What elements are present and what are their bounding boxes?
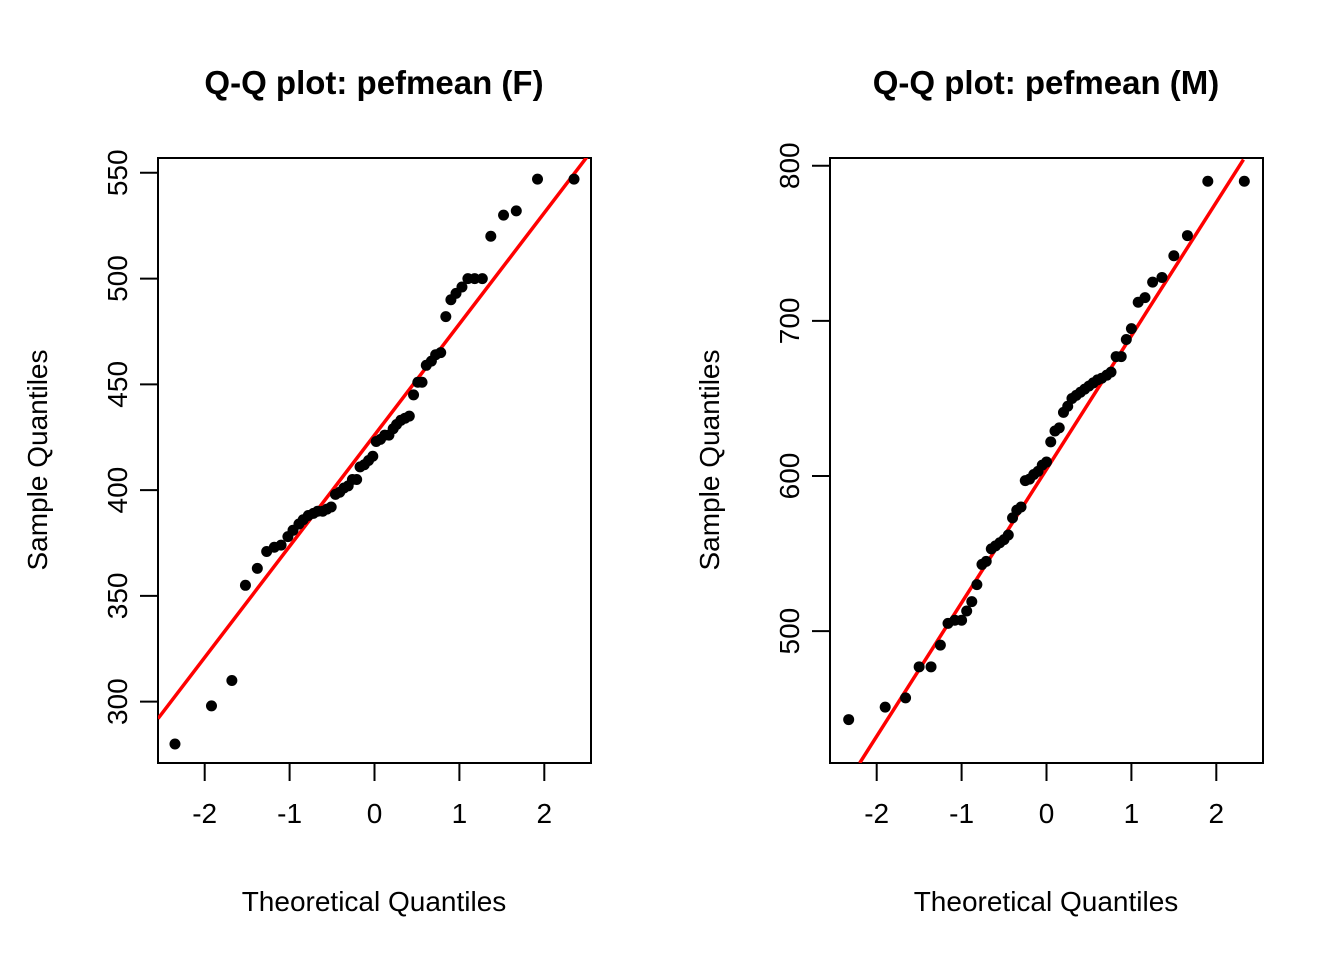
data-point (971, 579, 983, 591)
points-group (843, 175, 1250, 726)
data-point (1125, 323, 1137, 335)
data-point (510, 205, 522, 217)
data-point (1202, 175, 1214, 187)
data-point (435, 347, 447, 359)
x-tick-label: -1 (277, 798, 302, 829)
data-point (961, 605, 973, 617)
data-point (1115, 351, 1127, 363)
x-tick-label: 2 (1209, 798, 1225, 829)
data-point (980, 555, 992, 567)
x-tick-label: -1 (949, 798, 974, 829)
data-point (1002, 529, 1014, 541)
y-tick-label: 400 (102, 467, 133, 514)
data-point (1156, 271, 1168, 283)
y-axis-label: Sample Quantiles (694, 349, 725, 570)
y-tick-label: 600 (774, 453, 805, 500)
data-point (843, 714, 855, 726)
data-point (1238, 175, 1250, 187)
chart-title: Q-Q plot: pefmean (M) (873, 64, 1219, 101)
data-point (416, 376, 428, 388)
y-tick-label: 700 (774, 298, 805, 345)
data-point (900, 692, 912, 704)
data-point (1168, 250, 1180, 262)
data-point (476, 273, 488, 285)
data-point (1045, 436, 1057, 448)
data-point (403, 410, 415, 422)
data-point (485, 230, 497, 242)
data-point (956, 614, 968, 626)
data-point (169, 738, 181, 750)
data-point (532, 173, 544, 185)
data-point (325, 501, 337, 513)
data-point (1181, 230, 1193, 242)
x-tick-label: 0 (367, 798, 383, 829)
y-tick-label: 350 (102, 573, 133, 620)
y-tick-label: 500 (102, 255, 133, 302)
qq-panel-male: Q-Q plot: pefmean (M) -2 -1 0 1 2 500 600 700 8… (694, 64, 1264, 917)
reference-line (158, 158, 589, 720)
points-group (169, 173, 580, 750)
data-point (1147, 276, 1159, 288)
y-axis: 500 600 700 800 (774, 142, 831, 655)
y-tick-label: 300 (102, 678, 133, 725)
data-point (440, 311, 452, 323)
data-point (498, 209, 510, 221)
x-axis: -2 -1 0 1 2 (864, 762, 1225, 829)
data-point (351, 474, 363, 486)
chart-title: Q-Q plot: pefmean (F) (204, 64, 543, 101)
x-tick-label: -2 (864, 798, 889, 829)
qq-panel-female: Q-Q plot: pefmean (F) -2 -1 0 1 2 300 350 400 4… (22, 64, 592, 917)
y-tick-label: 550 (102, 149, 133, 196)
data-point (469, 273, 481, 285)
reference-line-group (158, 158, 589, 720)
data-point (1139, 292, 1151, 304)
data-point (226, 675, 238, 686)
x-tick-label: 1 (452, 798, 468, 829)
data-point (1053, 422, 1065, 434)
data-point (879, 701, 891, 713)
data-point (367, 450, 379, 462)
data-point (568, 173, 580, 185)
data-point (205, 700, 217, 712)
y-tick-label: 800 (774, 142, 805, 189)
data-point (913, 661, 925, 673)
x-tick-label: 1 (1124, 798, 1140, 829)
x-tick-label: -2 (192, 798, 217, 829)
x-tick-label: 2 (537, 798, 553, 829)
data-point (934, 639, 946, 651)
data-point (1015, 501, 1027, 513)
data-point (275, 539, 287, 551)
y-tick-label: 500 (774, 608, 805, 655)
x-tick-label: 0 (1039, 798, 1055, 829)
data-point (966, 596, 978, 608)
y-tick-label: 450 (102, 361, 133, 408)
data-point (1041, 456, 1052, 468)
x-axis-label: Theoretical Quantiles (242, 886, 507, 917)
data-point (1105, 366, 1117, 378)
x-axis: -2 -1 0 1 2 (192, 762, 553, 829)
y-axis: 300 350 400 450 500 550 (102, 149, 159, 725)
data-point (456, 281, 468, 293)
data-point (239, 579, 251, 591)
data-point (1120, 334, 1132, 345)
data-point (925, 661, 937, 673)
data-point (251, 562, 263, 574)
y-axis-label: Sample Quantiles (22, 349, 53, 570)
data-point (408, 389, 420, 401)
x-axis-label: Theoretical Quantiles (914, 886, 1179, 917)
